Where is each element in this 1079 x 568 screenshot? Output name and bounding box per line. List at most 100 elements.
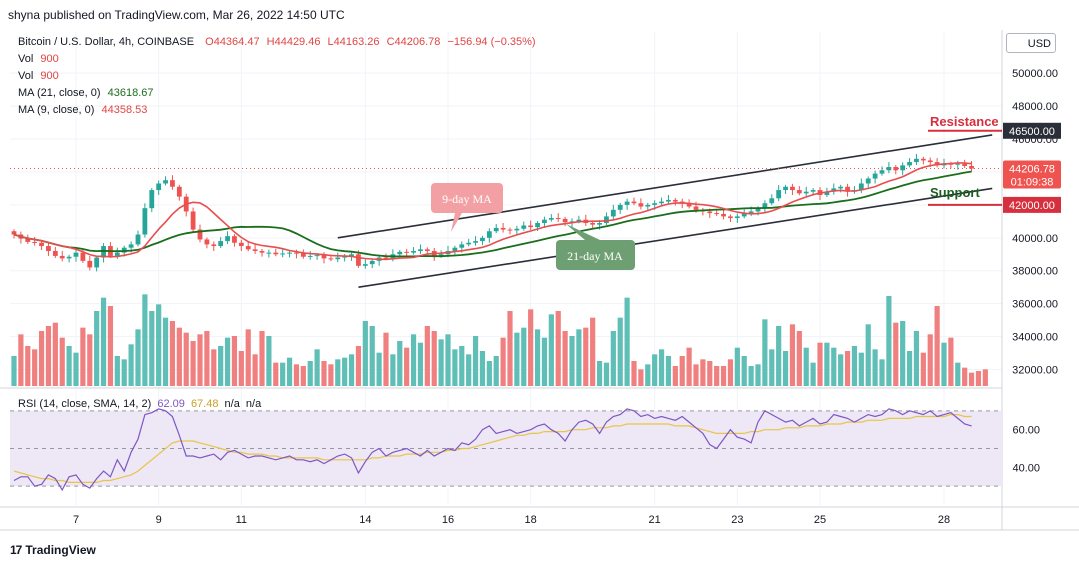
rsi-tick: 60.00 — [1012, 425, 1040, 437]
volume-bar — [355, 346, 362, 386]
candle-body — [907, 162, 912, 166]
volume-bar — [211, 349, 217, 386]
ma9-callout-box — [431, 183, 503, 213]
volume-bar — [514, 332, 520, 386]
candle-body — [486, 231, 492, 238]
volume-bar — [603, 362, 610, 386]
volume-bar — [838, 354, 844, 386]
candle-body — [80, 252, 86, 261]
candle-body — [783, 186, 788, 191]
volume-bar — [342, 357, 348, 386]
vol-value-2: 900 — [40, 70, 59, 82]
candle-body — [576, 219, 582, 222]
candle-body — [604, 216, 609, 223]
candle-body — [879, 170, 885, 174]
candle-body — [369, 260, 375, 265]
time-tick: 14 — [359, 514, 371, 526]
volume-bar — [879, 359, 885, 386]
volume-bar — [941, 342, 947, 386]
volume-bar — [162, 317, 169, 386]
volume-bar — [452, 349, 458, 386]
candle-body — [686, 203, 692, 207]
candle-body — [418, 249, 423, 251]
volume-bar — [224, 337, 231, 386]
volume-bar — [982, 369, 988, 386]
candle-body — [473, 241, 478, 243]
volume-bar — [479, 351, 486, 386]
volume-bar — [679, 356, 685, 386]
ma21-callout-box — [556, 240, 635, 270]
candle-body — [934, 162, 940, 166]
candle-body — [493, 227, 499, 232]
candle-body — [404, 251, 410, 253]
volume-bar — [417, 342, 424, 386]
candle-body — [590, 222, 596, 225]
candle-body — [438, 254, 444, 256]
candle-body — [548, 218, 554, 220]
volume-bar — [87, 334, 93, 386]
time-tick: 16 — [442, 514, 454, 526]
volume-bar — [844, 351, 851, 386]
volume-bar — [810, 362, 816, 386]
volume-bar — [321, 361, 327, 386]
volume-bar — [397, 341, 403, 386]
time-tick: 21 — [649, 514, 661, 526]
volume-bar — [831, 347, 837, 386]
candle-body — [693, 206, 699, 210]
candle-body — [955, 163, 961, 165]
ma9-callout-label: 9-day MA — [442, 192, 492, 206]
time-tick: 11 — [236, 514, 247, 526]
volume-bar — [169, 321, 176, 386]
price-tick: 36000.00 — [1012, 299, 1058, 311]
candle-body — [218, 241, 224, 247]
resistance-label: Resistance — [930, 114, 999, 129]
candle-body — [300, 253, 306, 257]
volume-bar — [238, 351, 244, 386]
candle-body — [149, 190, 155, 209]
candle-body — [32, 241, 38, 243]
support-price-tag — [1003, 196, 1061, 213]
candle-body — [893, 167, 899, 171]
candle-body — [886, 167, 892, 171]
volume-bar — [142, 294, 148, 386]
volume-bar — [362, 321, 368, 386]
volume-bar — [369, 326, 375, 386]
volume-bar — [307, 361, 313, 386]
candle-body — [197, 229, 203, 240]
candle-body — [969, 165, 974, 169]
candle-body — [707, 211, 713, 214]
candle-body — [238, 242, 244, 247]
price-tick: 34000.00 — [1012, 332, 1058, 344]
volume-bar — [796, 331, 802, 386]
volume-bar — [645, 364, 651, 386]
volume-bar — [59, 337, 65, 386]
volume-bar — [865, 324, 871, 386]
volume-bar — [700, 359, 706, 386]
volume-bar — [280, 362, 286, 386]
candle-body — [500, 227, 506, 230]
rsi-tick: 40.00 — [1012, 462, 1040, 474]
ma21-line — [13, 170, 972, 258]
ma9-line — [13, 162, 972, 261]
currency-unit[interactable]: USD — [1006, 33, 1056, 53]
candle-body — [87, 260, 93, 268]
candle-body — [307, 255, 313, 257]
volume-bar — [817, 342, 823, 386]
candle-body — [776, 190, 782, 199]
volume-bar — [466, 354, 472, 386]
candle-body — [142, 208, 148, 235]
candle-body — [597, 222, 602, 225]
ohlc-low: L44163.26 — [327, 36, 380, 48]
candle-body — [287, 252, 292, 254]
volume-bar — [218, 346, 224, 386]
candle-body — [452, 247, 458, 251]
countdown-label: 01:09:38 — [1011, 177, 1054, 189]
candle-body — [362, 264, 368, 266]
ma21-label: MA (21, close, 0) — [18, 87, 101, 99]
trend-channel — [337, 134, 993, 288]
volume-bar — [114, 356, 120, 386]
candle-body — [328, 258, 334, 260]
volume-bar — [438, 339, 444, 386]
volume-bar — [190, 341, 196, 386]
